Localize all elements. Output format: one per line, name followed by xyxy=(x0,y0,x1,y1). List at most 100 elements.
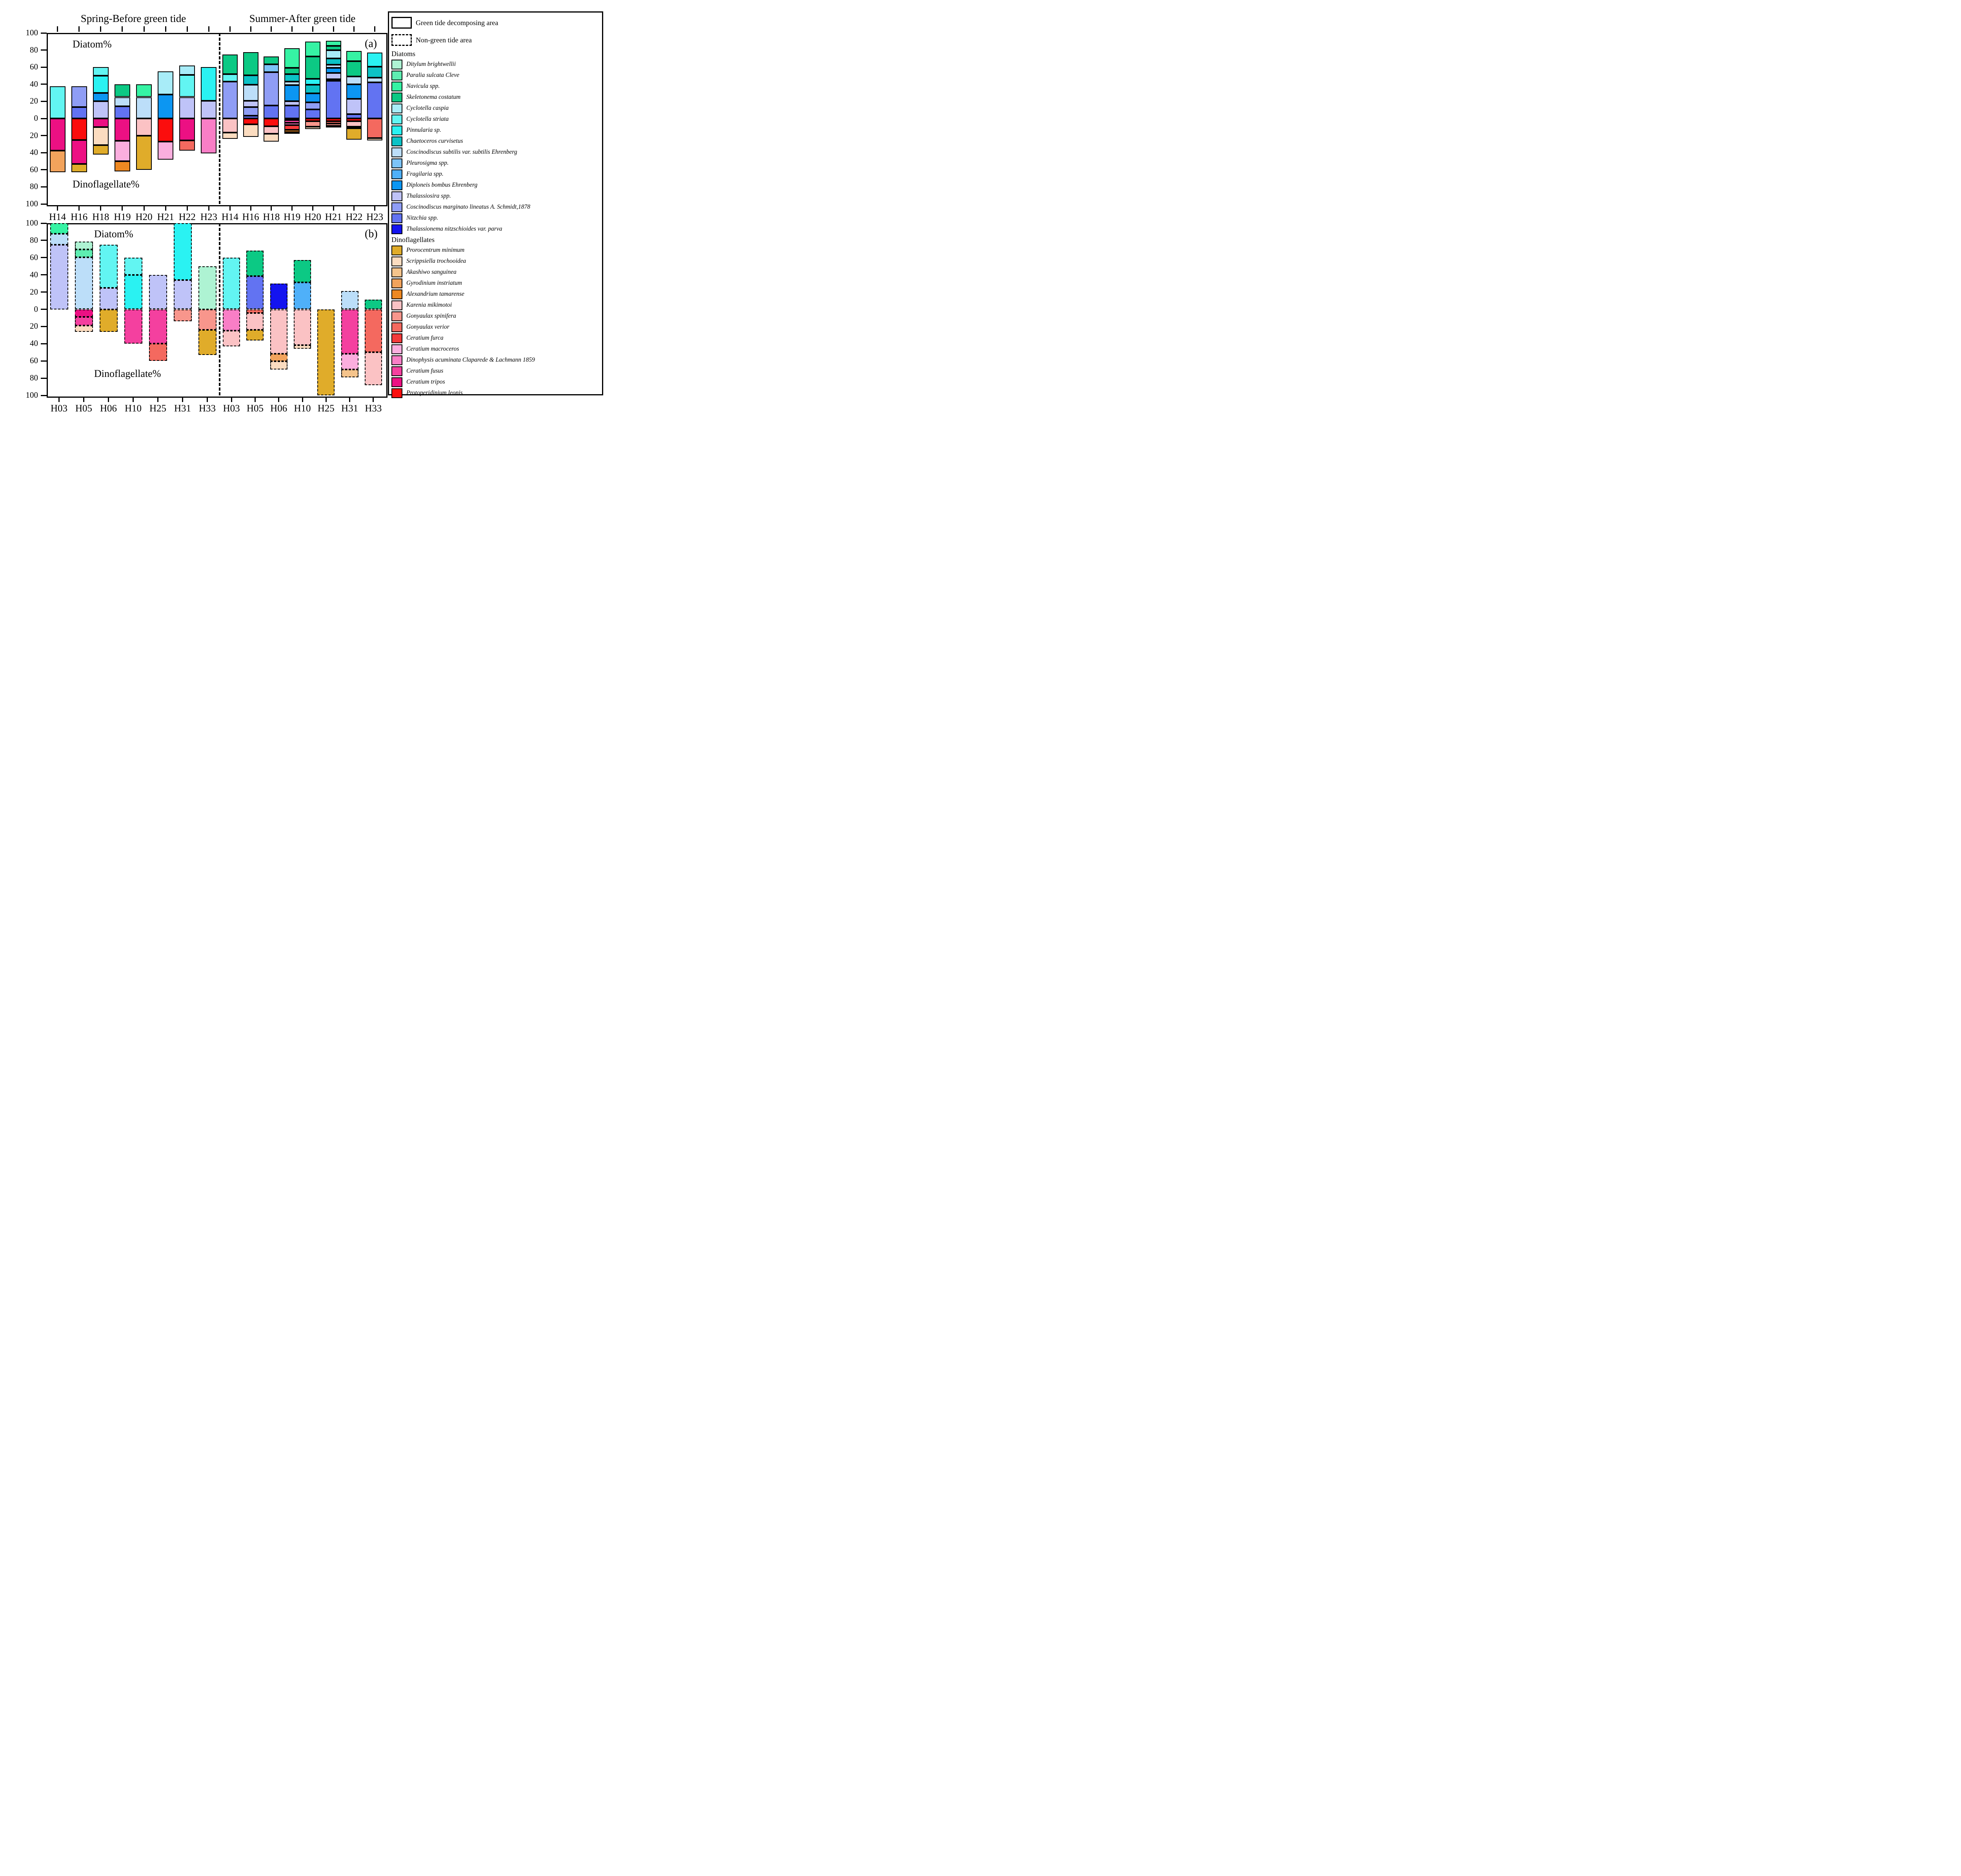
bar-segment-diatom xyxy=(326,64,341,68)
station-label: H22 xyxy=(178,212,196,222)
legend-species-name: Scrippsiella trochooidea xyxy=(406,258,466,264)
legend-species-name: Cyclotella caspia xyxy=(406,105,449,111)
y-axis-tick-label: 60 xyxy=(30,62,38,72)
legend-item: Thalassiosira spp. xyxy=(391,191,602,202)
bar-segment-diatom xyxy=(305,78,320,85)
y-axis-tick-label: 60 xyxy=(30,164,38,174)
bar-segment-dinoflagellate xyxy=(179,118,195,140)
bar-segment-dinoflagellate xyxy=(114,140,130,161)
bar-segment-dinoflagellate xyxy=(326,118,341,121)
legend-item: Diploneis bombus Ehrenberg xyxy=(391,180,602,191)
bar-segment-diatom xyxy=(305,93,320,102)
bar-segment-diatom xyxy=(75,257,93,309)
bar-segment-diatom xyxy=(367,67,383,78)
station-label: H31 xyxy=(174,403,191,414)
bar-segment-dinoflagellate xyxy=(270,361,287,370)
bar-segment-dinoflagellate xyxy=(114,161,130,172)
y-axis-tick xyxy=(41,360,47,362)
bar-segment-diatom xyxy=(305,56,320,79)
bar-segment-dinoflagellate xyxy=(198,330,216,355)
y-axis-tick-label: 20 xyxy=(30,96,38,106)
legend-species-name: Gyrodinium instriatum xyxy=(406,280,462,286)
legend-color-swatch xyxy=(391,322,402,332)
bar-segment-dinoflagellate xyxy=(326,121,341,124)
legend-item: Dinophysis acuminata Claparede & Lachman… xyxy=(391,355,602,366)
y-axis-tick xyxy=(41,49,47,51)
legend-item: Fragilaria spp. xyxy=(391,169,602,180)
y-axis-tick-label: 80 xyxy=(30,182,38,191)
bar-segment-dinoflagellate xyxy=(75,326,93,332)
x-axis-tick xyxy=(291,205,293,211)
x-axis-tick xyxy=(186,205,188,211)
bar-segment-diatom xyxy=(179,65,195,75)
bar-segment-dinoflagellate xyxy=(284,125,300,130)
legend-group-header: Dinoflagellates xyxy=(391,236,435,244)
x-axis-tick xyxy=(122,205,123,211)
x-axis-tick xyxy=(271,205,272,211)
legend-item: Prorocentrum minimum xyxy=(391,245,602,256)
legend: Green tide decomposing area Non-green tid… xyxy=(388,11,603,398)
x-axis-tick xyxy=(250,205,251,211)
legend-species-name: Prorocentrum minimum xyxy=(406,247,465,253)
bar-segment-dinoflagellate xyxy=(346,118,362,121)
bar-segment-diatom xyxy=(364,300,382,309)
bar-segment-diatom xyxy=(305,84,320,93)
bar-segment-diatom xyxy=(305,109,320,118)
x-axis-tick xyxy=(100,26,102,32)
legend-color-swatch xyxy=(391,377,402,387)
y-axis-tick xyxy=(41,222,47,224)
legend-species-name: Pinnularia sp. xyxy=(406,127,441,133)
bar-segment-dinoflagellate xyxy=(305,121,320,127)
legend-item: Coscinodiscus subtilis var. subtilis Ehr… xyxy=(391,147,602,158)
bar-segment-dinoflagellate xyxy=(75,317,93,326)
x-axis-tick xyxy=(353,205,355,211)
legend-item: Ceratium tripos xyxy=(391,377,602,388)
legend-item: Gyrodinium instriatum xyxy=(391,278,602,289)
bar-segment-diatom xyxy=(284,101,300,106)
bar-segment-diatom xyxy=(136,84,152,97)
bar-segment-diatom xyxy=(49,86,65,118)
legend-color-swatch xyxy=(391,202,402,212)
x-axis-tick xyxy=(374,205,376,211)
x-axis-tick xyxy=(83,397,84,402)
x-axis-tick xyxy=(108,397,109,402)
legend-area-row: Green tide decomposing area xyxy=(391,14,602,31)
bar-segment-diatom xyxy=(93,93,109,102)
legend-species-name: Chaetoceros curvisetus xyxy=(406,138,463,144)
x-axis-tick xyxy=(143,205,145,211)
bar-segment-dinoflagellate xyxy=(264,126,279,134)
station-label: H19 xyxy=(114,212,131,222)
station-label: H14 xyxy=(221,212,238,222)
x-axis-tick xyxy=(250,26,251,32)
bar-segment-diatom xyxy=(284,48,300,68)
station-label: H10 xyxy=(124,403,142,414)
bar-segment-diatom xyxy=(284,68,300,74)
bar-segment-dinoflagellate xyxy=(264,134,279,142)
station-label: H33 xyxy=(365,403,382,414)
y-axis-tick-label: 60 xyxy=(30,356,38,366)
legend-item: Pinnularia sp. xyxy=(391,125,602,136)
solid-area-sample-box xyxy=(391,17,412,29)
bar-segment-diatom xyxy=(294,260,311,283)
legend-color-swatch xyxy=(391,213,402,223)
bar-segment-dinoflagellate xyxy=(294,345,311,349)
legend-color-swatch xyxy=(391,267,402,277)
x-axis-tick xyxy=(231,397,232,402)
station-label: H25 xyxy=(317,403,335,414)
bar-segment-diatom xyxy=(326,58,341,65)
legend-color-swatch xyxy=(391,81,402,91)
legend-species-name: Gonyaulax verior xyxy=(406,324,449,330)
bar-segment-diatom xyxy=(294,282,311,309)
bar-segment-dinoflagellate xyxy=(93,145,109,155)
bar-segment-diatom xyxy=(305,41,320,56)
legend-color-swatch xyxy=(391,388,402,398)
bar-segment-diatom xyxy=(158,71,174,95)
bar-segment-diatom xyxy=(270,283,287,309)
legend-color-swatch xyxy=(391,278,402,288)
x-axis-tick xyxy=(312,205,313,211)
legend-color-swatch xyxy=(391,311,402,321)
x-axis-tick xyxy=(278,397,280,402)
bar-segment-diatom xyxy=(222,82,238,118)
bar-segment-dinoflagellate xyxy=(284,120,300,123)
bar-segment-diatom xyxy=(223,257,240,309)
